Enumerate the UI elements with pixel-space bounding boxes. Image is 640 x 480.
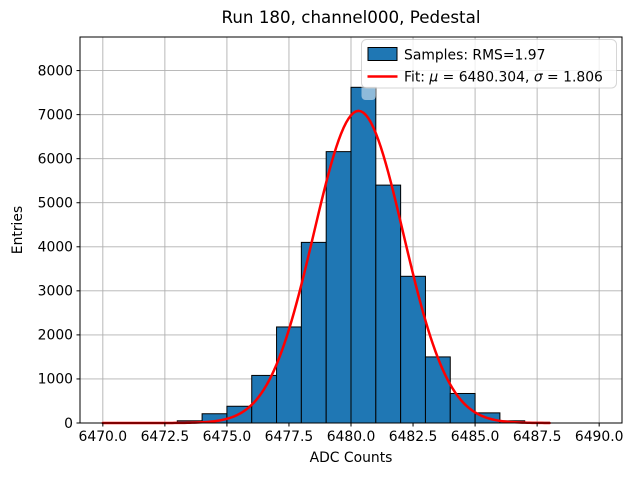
histogram-bar [276, 326, 302, 424]
y-tick-label: 4000 [38, 240, 73, 256]
y-tick-label: 7000 [38, 107, 73, 123]
y-tick-label: 0 [64, 416, 73, 432]
y-tick-label: 2000 [38, 328, 73, 344]
x-tick-label: 6490.0 [575, 429, 624, 445]
y-tick-label: 6000 [38, 151, 73, 167]
x-tick-label: 6482.5 [389, 429, 438, 445]
x-tick-label: 6475.0 [203, 429, 252, 445]
y-tick-label: 1000 [38, 372, 73, 388]
x-axis-label: ADC Counts [310, 450, 393, 466]
x-tick-label: 6470.0 [79, 429, 128, 445]
legend-samples-swatch [367, 47, 398, 61]
histogram-bar [424, 356, 451, 424]
y-tick-label: 5000 [38, 196, 73, 212]
x-tick-label: 6487.5 [513, 429, 562, 445]
histogram-bar [350, 86, 377, 424]
histogram-bar [375, 184, 402, 424]
histogram-bar [400, 275, 426, 424]
x-tick-label: 6480.0 [327, 429, 376, 445]
legend-label-samples: Samples: RMS=1.97 [404, 48, 545, 64]
x-tick-label: 6485.0 [451, 429, 500, 445]
legend: Samples: RMS=1.97 Fit: μ = 6480.304, σ =… [361, 39, 617, 100]
y-tick-label: 3000 [38, 284, 73, 300]
bars-layer [151, 86, 551, 424]
y-tick-label: 8000 [38, 63, 73, 79]
histogram-bar [449, 392, 476, 424]
x-tick-label: 6477.5 [265, 429, 314, 445]
legend-frame [361, 39, 617, 89]
x-tick-label: 6472.5 [141, 429, 190, 445]
ticks-layer: 6470.0 6472.5 6475.0 6477.5 6480.0 6482.5 6485… [38, 63, 624, 445]
histogram-bar [325, 151, 352, 424]
chart-title: Run 180, channel000, Pedestal [222, 7, 481, 27]
legend-label-fit: Fit: μ = 6480.304, σ = 1.806 [404, 70, 603, 86]
y-axis-label: Entries [10, 206, 26, 254]
